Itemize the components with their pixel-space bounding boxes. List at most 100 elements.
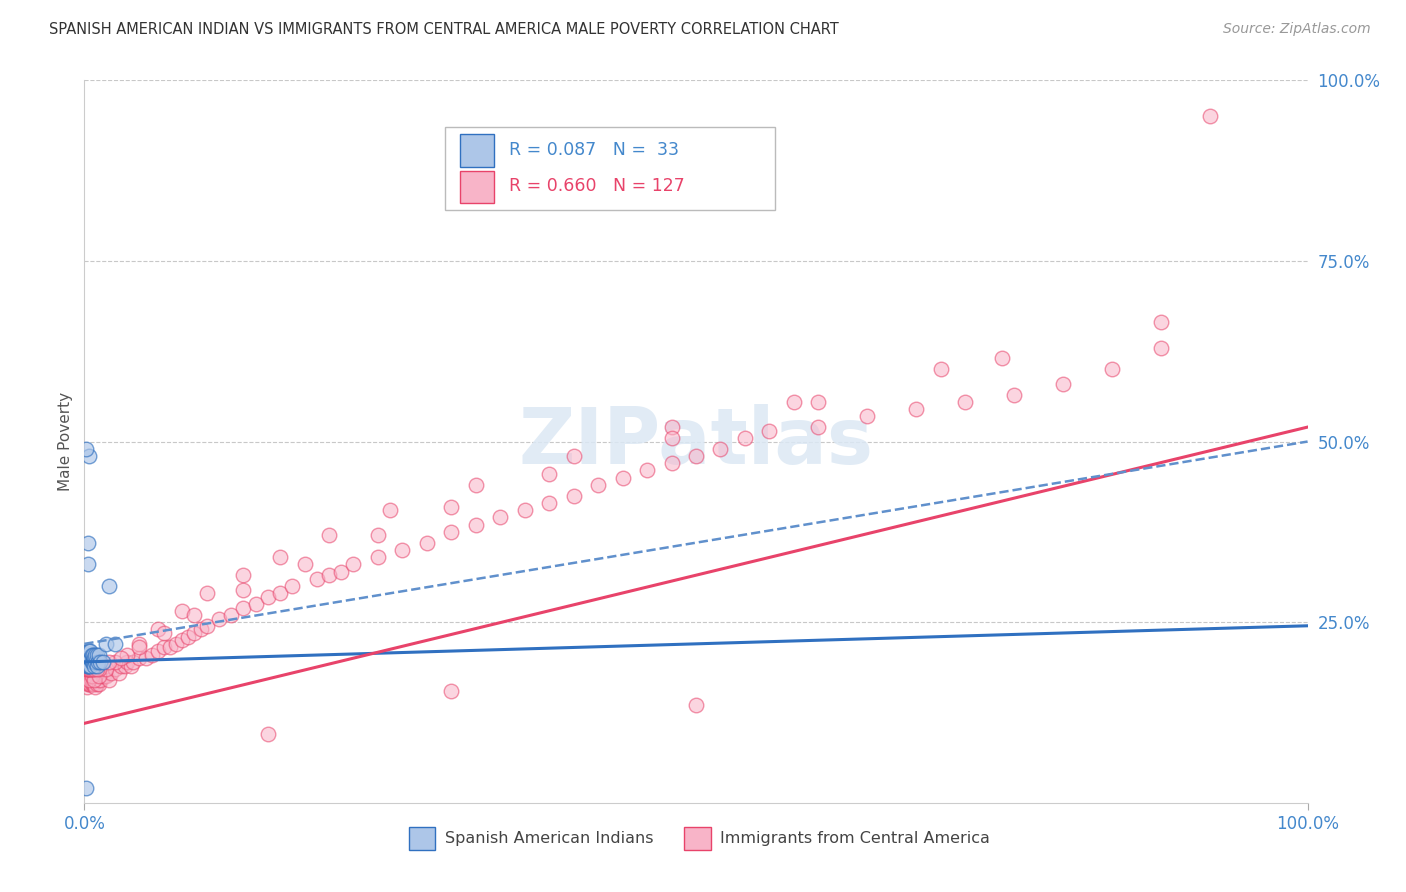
Point xyxy=(77,676,100,690)
Point xyxy=(80,665,103,680)
Point xyxy=(489,510,512,524)
Point xyxy=(83,662,105,676)
Point xyxy=(318,528,340,542)
Point xyxy=(77,658,100,673)
Point xyxy=(104,637,127,651)
Point xyxy=(128,651,150,665)
Point xyxy=(269,586,291,600)
Point xyxy=(110,651,132,665)
Point xyxy=(1002,387,1025,401)
Point xyxy=(96,662,118,676)
Point xyxy=(110,658,132,673)
Point xyxy=(586,478,609,492)
Point xyxy=(86,676,108,690)
Point xyxy=(330,565,353,579)
Point xyxy=(685,449,707,463)
Point xyxy=(122,655,145,669)
Point xyxy=(91,669,114,683)
Point xyxy=(83,676,105,690)
Point xyxy=(93,669,115,683)
Point xyxy=(232,600,254,615)
Point xyxy=(75,442,97,456)
Point xyxy=(464,517,486,532)
Point xyxy=(80,662,103,676)
Point xyxy=(269,550,291,565)
Point xyxy=(76,658,98,673)
Point xyxy=(232,568,254,582)
Point xyxy=(612,470,634,484)
Point xyxy=(77,665,100,680)
Point xyxy=(79,644,101,658)
Point xyxy=(87,655,110,669)
Point xyxy=(115,648,138,662)
Point xyxy=(128,640,150,655)
Point xyxy=(79,665,101,680)
Point xyxy=(281,579,304,593)
Point xyxy=(115,655,138,669)
Point xyxy=(758,424,780,438)
Point xyxy=(190,623,212,637)
Point xyxy=(82,662,104,676)
Point xyxy=(1052,376,1074,391)
Point xyxy=(929,362,952,376)
Point xyxy=(177,630,200,644)
Point xyxy=(77,662,100,676)
Point xyxy=(172,604,194,618)
Point xyxy=(86,648,108,662)
Point xyxy=(84,655,107,669)
Point xyxy=(76,669,98,683)
Bar xyxy=(409,827,436,850)
Point xyxy=(86,662,108,676)
Point xyxy=(87,662,110,676)
Point xyxy=(87,669,110,683)
Point xyxy=(172,633,194,648)
Point xyxy=(153,640,176,655)
Point xyxy=(82,655,104,669)
Point xyxy=(391,542,413,557)
Point xyxy=(661,431,683,445)
Point xyxy=(562,449,585,463)
Text: ZIPatlas: ZIPatlas xyxy=(519,403,873,480)
Point xyxy=(79,651,101,665)
Point xyxy=(991,351,1014,366)
Point xyxy=(77,673,100,687)
Point xyxy=(905,402,928,417)
Point xyxy=(183,607,205,622)
Point xyxy=(89,655,111,669)
Point xyxy=(367,528,389,542)
Point xyxy=(82,648,104,662)
Point xyxy=(120,658,142,673)
Point xyxy=(77,449,100,463)
Point xyxy=(79,676,101,690)
Bar xyxy=(460,170,494,203)
Point xyxy=(856,409,879,424)
Point xyxy=(538,496,561,510)
Point xyxy=(83,651,105,665)
Point xyxy=(75,673,97,687)
Point xyxy=(807,394,830,409)
Point xyxy=(100,665,122,680)
Point xyxy=(80,655,103,669)
Point xyxy=(661,456,683,470)
Text: Spanish American Indians: Spanish American Indians xyxy=(446,831,654,847)
Point xyxy=(83,658,105,673)
Point xyxy=(318,568,340,582)
Point xyxy=(128,637,150,651)
Point xyxy=(84,648,107,662)
Point xyxy=(135,651,157,665)
Point xyxy=(153,626,176,640)
Point xyxy=(807,420,830,434)
Point xyxy=(80,648,103,662)
Text: R = 0.087   N =  33: R = 0.087 N = 33 xyxy=(509,141,679,160)
Point xyxy=(183,626,205,640)
Point xyxy=(97,655,120,669)
Point xyxy=(80,669,103,683)
Point xyxy=(245,597,267,611)
Point xyxy=(257,590,280,604)
Point xyxy=(77,662,100,676)
Point xyxy=(89,673,111,687)
Point xyxy=(96,637,118,651)
Point xyxy=(416,535,439,549)
Point xyxy=(685,698,707,713)
Text: R = 0.660   N = 127: R = 0.660 N = 127 xyxy=(509,178,685,195)
